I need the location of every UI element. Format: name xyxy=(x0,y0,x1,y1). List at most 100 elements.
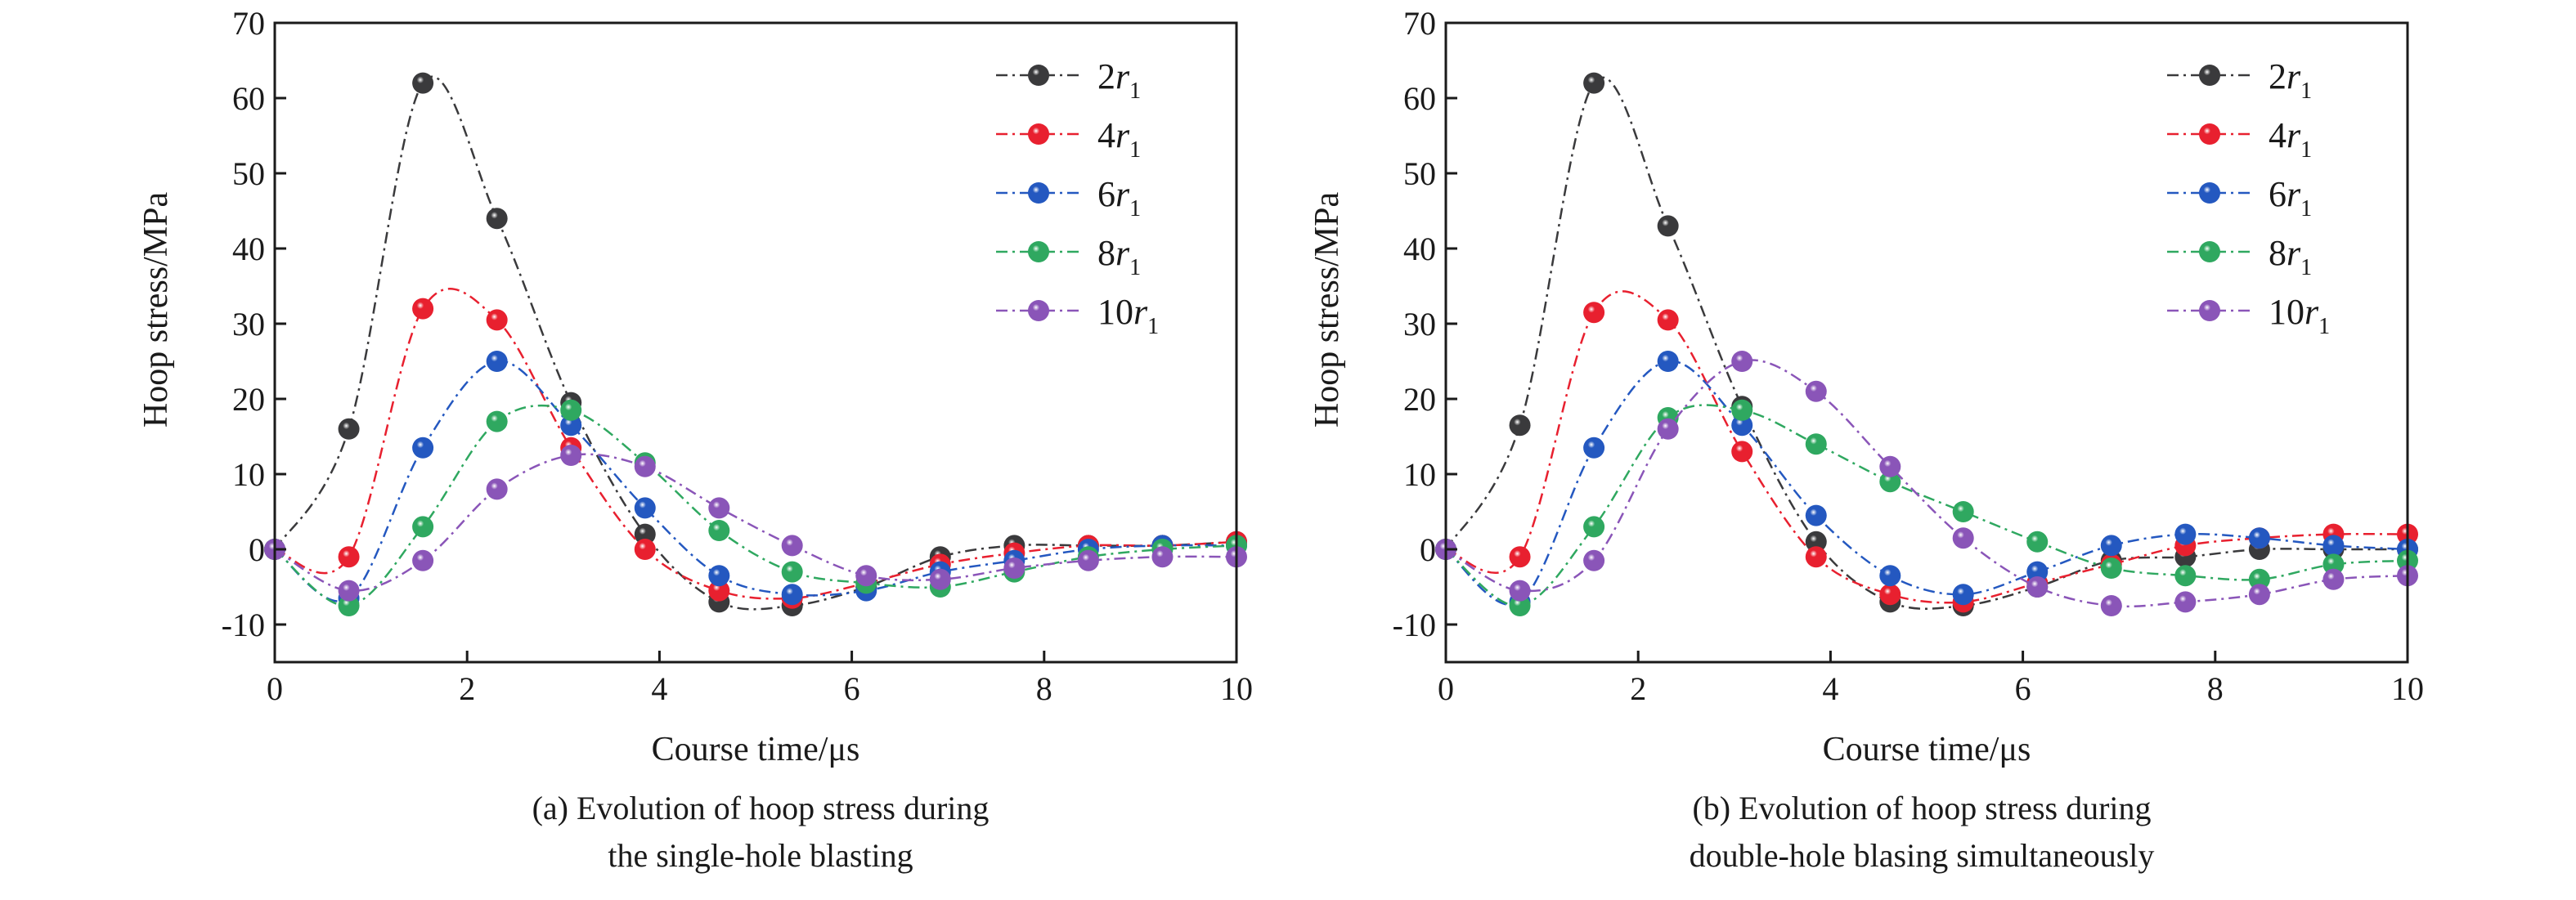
legend-label-number: 8 xyxy=(2269,233,2287,273)
y-axis-label: Hoop stress/MPa xyxy=(1308,192,1346,428)
data-point-8r1-12 xyxy=(2322,553,2345,575)
legend-label-subscript: 1 xyxy=(2300,137,2312,163)
x-tick-label: 8 xyxy=(1036,670,1052,707)
legend-marker xyxy=(2199,300,2220,321)
data-point-8r1-9 xyxy=(2100,557,2122,579)
data-point-8r1-5 xyxy=(1805,433,1827,455)
data-point-10r1-1 xyxy=(1509,580,1531,602)
data-point-6r1-6 xyxy=(1879,565,1901,587)
series-line-8r1 xyxy=(274,404,1237,607)
legend-label-subscript: 1 xyxy=(2300,196,2312,222)
data-point-6r1-6 xyxy=(708,565,730,587)
y-axis-label: Hoop stress/MPa xyxy=(137,192,175,428)
legend-label-subscript: 1 xyxy=(1129,137,1141,163)
y-tick-label: 10 xyxy=(232,456,265,493)
data-point-4r1-4 xyxy=(1731,441,1753,463)
data-point-10r1-6 xyxy=(708,497,730,519)
data-point-10r1-10 xyxy=(1003,557,1025,579)
data-point-8r1-2 xyxy=(1583,516,1605,538)
legend-label-variable: r xyxy=(1115,233,1130,273)
x-tick-label: 0 xyxy=(1438,670,1454,707)
legend-label: 2r1 xyxy=(2269,56,2312,104)
data-point-8r1-2 xyxy=(412,516,434,538)
data-point-10r1-5 xyxy=(1805,380,1827,402)
x-tick-label: 10 xyxy=(1220,670,1253,707)
data-point-4r1-5 xyxy=(634,539,656,560)
data-point-10r1-4 xyxy=(560,445,582,466)
data-point-6r1-2 xyxy=(412,437,434,459)
data-point-2r1-1 xyxy=(1509,414,1531,437)
data-point-10r1-7 xyxy=(781,535,803,557)
legend-label: 10r1 xyxy=(1097,292,1159,339)
data-point-4r1-6 xyxy=(708,580,730,602)
data-point-8r1-1 xyxy=(338,595,360,616)
data-point-4r1-1 xyxy=(338,546,360,568)
legend-label-variable: r xyxy=(2304,292,2319,332)
legend-label: 8r1 xyxy=(2269,233,2312,280)
data-point-6r1-7 xyxy=(781,584,803,606)
plot-frame xyxy=(1444,21,2409,664)
legend-label-variable: r xyxy=(1115,115,1130,155)
legend-label: 4r1 xyxy=(1097,115,1141,163)
legend-label-subscript: 1 xyxy=(1129,255,1141,280)
data-point-4r1-1 xyxy=(1509,546,1531,568)
data-point-10r1-1 xyxy=(338,580,360,602)
x-tick-label: 4 xyxy=(1822,670,1838,707)
data-point-2r1-1 xyxy=(338,418,360,440)
legend-marker xyxy=(2199,123,2220,145)
data-point-6r1-2 xyxy=(1583,437,1605,459)
data-point-4r1-2 xyxy=(412,298,434,320)
legend-label-variable: r xyxy=(2287,233,2301,273)
data-point-6r1-8 xyxy=(2026,561,2049,583)
legend-label-variable: r xyxy=(1115,56,1130,96)
series-line-4r1 xyxy=(1445,290,2408,604)
data-point-2r1-3 xyxy=(486,208,508,230)
legend-label: 4r1 xyxy=(2269,115,2312,163)
legend-label-subscript: 1 xyxy=(2300,78,2312,104)
legend-label: 10r1 xyxy=(2269,292,2330,339)
y-tick-label: 30 xyxy=(1403,306,1436,343)
x-tick-label: 2 xyxy=(459,670,475,707)
data-point-4r1-5 xyxy=(1805,546,1827,568)
legend-label-number: 10 xyxy=(2269,292,2304,332)
data-point-8r1-6 xyxy=(708,520,730,541)
x-tick-label: 4 xyxy=(651,670,667,707)
legend-marker xyxy=(1028,241,1049,262)
data-point-10r1-10 xyxy=(2174,591,2197,613)
legend-marker xyxy=(1028,300,1049,321)
data-point-8r1-4 xyxy=(1731,399,1753,421)
data-point-6r1-5 xyxy=(1805,504,1827,526)
legend-label-subscript: 1 xyxy=(2300,255,2312,280)
data-point-8r1-11 xyxy=(2248,568,2270,590)
x-axis-label: Course time/μs xyxy=(652,731,860,768)
legend-label-variable: r xyxy=(1115,174,1130,214)
legend-marker xyxy=(2199,65,2220,86)
x-axis-label: Course time/μs xyxy=(1823,731,2031,768)
y-tick-label: -10 xyxy=(222,607,265,643)
y-tick-label: 40 xyxy=(232,231,265,267)
data-point-8r1-8 xyxy=(2026,531,2049,553)
data-point-8r1-1 xyxy=(1509,595,1531,616)
data-point-10r1-2 xyxy=(1583,549,1605,571)
legend-label-number: 4 xyxy=(1097,115,1115,155)
legend-label-number: 2 xyxy=(2269,56,2287,96)
data-point-10r1-11 xyxy=(2248,584,2270,606)
data-point-6r1-4 xyxy=(1731,414,1753,437)
data-point-8r1-4 xyxy=(560,399,582,421)
x-tick-label: 6 xyxy=(2015,670,2031,707)
legend-label: 8r1 xyxy=(1097,233,1141,280)
legend-label: 6r1 xyxy=(1097,174,1141,222)
data-point-6r1-3 xyxy=(486,351,508,372)
data-point-10r1-6 xyxy=(1879,455,1901,477)
legend-label-subscript: 1 xyxy=(1129,196,1141,222)
legend-label-variable: r xyxy=(2287,174,2301,214)
data-point-6r1-4 xyxy=(560,414,582,437)
legend-label: 2r1 xyxy=(1097,56,1141,104)
x-tick-label: 8 xyxy=(2207,670,2224,707)
legend-label-number: 8 xyxy=(1097,233,1115,273)
